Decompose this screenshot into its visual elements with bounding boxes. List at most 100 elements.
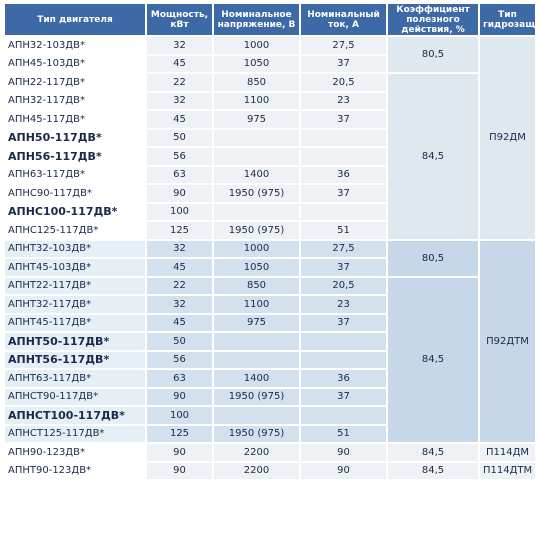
current (299, 201, 388, 222)
table-row: АПН63-117ДВ* 63 1400 36 (3, 164, 536, 185)
motor-type: АПН56-117ДВ* (3, 146, 147, 167)
power: 90 (145, 460, 214, 481)
power: 45 (145, 53, 214, 74)
table-row: АПНТ32-117ДВ* 32 1100 23 (3, 294, 536, 315)
power: 90 (145, 183, 214, 204)
motor-type: АПН63-117ДВ* (3, 164, 147, 185)
power: 22 (145, 275, 214, 296)
table-row: АПН32-103ДВ* 32 1000 27,5 80,5 П92ДМ (3, 35, 537, 241)
voltage: 2200 (212, 460, 301, 481)
protection: П92ДТМ (478, 238, 537, 444)
power: 50 (145, 331, 214, 352)
efficiency: 84,5 (386, 442, 480, 463)
table-row: АПНТ45-103ДВ* 45 1050 37 (3, 257, 536, 278)
voltage: 1100 (212, 90, 301, 111)
table-row: АПНСТ90-117ДВ* 90 1950 (975) 37 (3, 386, 536, 407)
voltage (212, 405, 301, 426)
power: 56 (145, 349, 214, 370)
table-row: АПНС100-117ДВ* 100 (3, 201, 536, 222)
current: 37 (299, 183, 388, 204)
voltage: 1000 (212, 35, 301, 56)
current: 36 (299, 368, 388, 389)
motor-type: АПНТ22-117ДВ* (3, 275, 147, 296)
motor-type: АПНТ50-117ДВ* (3, 331, 147, 352)
power: 125 (145, 423, 214, 444)
header-cell: Номинальный ток, А (299, 2, 388, 37)
current: 27,5 (299, 238, 388, 259)
current (299, 146, 388, 167)
voltage: 850 (212, 275, 301, 296)
power: 45 (145, 312, 214, 333)
power: 56 (145, 146, 214, 167)
current: 23 (299, 294, 388, 315)
current: 90 (299, 460, 388, 481)
voltage (212, 127, 301, 148)
table-row: АПНТ32-103ДВ* 32 1000 27,5 80,5 П92ДТМ (3, 238, 537, 444)
voltage (212, 146, 301, 167)
table-row: АПНТ63-117ДВ* 63 1400 36 (3, 368, 536, 389)
motor-type: АПН22-117ДВ* (3, 72, 147, 93)
table-row: АПН50-117ДВ* 50 (3, 127, 536, 148)
motor-type: АПНС90-117ДВ* (3, 183, 147, 204)
protection: П92ДМ (478, 35, 537, 241)
header-cell: Коэффициент полезного действия, % (386, 2, 480, 37)
table-row: АПНТ56-117ДВ* 56 (3, 349, 536, 370)
table-row: АПНТ90-123ДВ* 90 2200 90 84,5 П114ДТМ (3, 460, 537, 481)
motor-type: АПН45-103ДВ* (3, 53, 147, 74)
current: 90 (299, 442, 388, 463)
power: 32 (145, 294, 214, 315)
current: 20,5 (299, 275, 388, 296)
motor-type: АПН90-123ДВ* (3, 442, 147, 463)
motor-type: АПНС125-117ДВ* (3, 220, 147, 241)
protection: П114ДМ (478, 442, 537, 463)
current: 27,5 (299, 35, 388, 56)
power: 125 (145, 220, 214, 241)
current (299, 349, 388, 370)
power: 63 (145, 164, 214, 185)
voltage: 1100 (212, 294, 301, 315)
voltage: 1950 (975) (212, 386, 301, 407)
motor-type: АПНСТ90-117ДВ* (3, 386, 147, 407)
motor-type: АПНС100-117ДВ* (3, 201, 147, 222)
current (299, 405, 388, 426)
power: 32 (145, 90, 214, 111)
header-cell: Номинальное напряжение, В (212, 2, 301, 37)
header-row: Тип двигателя Мощность, кВт Номинальное … (3, 2, 537, 37)
header-cell: Тип гидрозащиты (478, 2, 537, 37)
power: 63 (145, 368, 214, 389)
current (299, 331, 388, 352)
voltage (212, 349, 301, 370)
power: 32 (145, 35, 214, 56)
protection: П114ДТМ (478, 460, 537, 481)
current: 37 (299, 53, 388, 74)
power: 45 (145, 109, 214, 130)
table-row: АПН56-117ДВ* 56 (3, 146, 536, 167)
motor-type: АПНТ32-117ДВ* (3, 294, 147, 315)
table-row: АПНСТ125-117ДВ* 125 1950 (975) 51 (3, 423, 536, 444)
motor-type: АПН32-117ДВ* (3, 90, 147, 111)
header-cell: Тип двигателя (3, 2, 147, 37)
power: 32 (145, 238, 214, 259)
efficiency: 84,5 (386, 72, 480, 241)
power: 90 (145, 386, 214, 407)
voltage: 2200 (212, 442, 301, 463)
table-body: АПН32-103ДВ* 32 1000 27,5 80,5 П92ДМ АПН45-103… (3, 35, 537, 481)
efficiency: 80,5 (386, 238, 480, 278)
voltage: 1400 (212, 164, 301, 185)
table-row: АПН45-117ДВ* 45 975 37 (3, 109, 536, 130)
current: 37 (299, 312, 388, 333)
power: 22 (145, 72, 214, 93)
voltage: 975 (212, 312, 301, 333)
power: 50 (145, 127, 214, 148)
motor-type: АПН32-103ДВ* (3, 35, 147, 56)
power: 100 (145, 201, 214, 222)
motor-type: АПНТ32-103ДВ* (3, 238, 147, 259)
motor-type: АПНТ63-117ДВ* (3, 368, 147, 389)
current: 37 (299, 109, 388, 130)
current: 51 (299, 220, 388, 241)
voltage: 1950 (975) (212, 423, 301, 444)
current: 20,5 (299, 72, 388, 93)
table-row: АПНТ50-117ДВ* 50 (3, 331, 536, 352)
current: 51 (299, 423, 388, 444)
